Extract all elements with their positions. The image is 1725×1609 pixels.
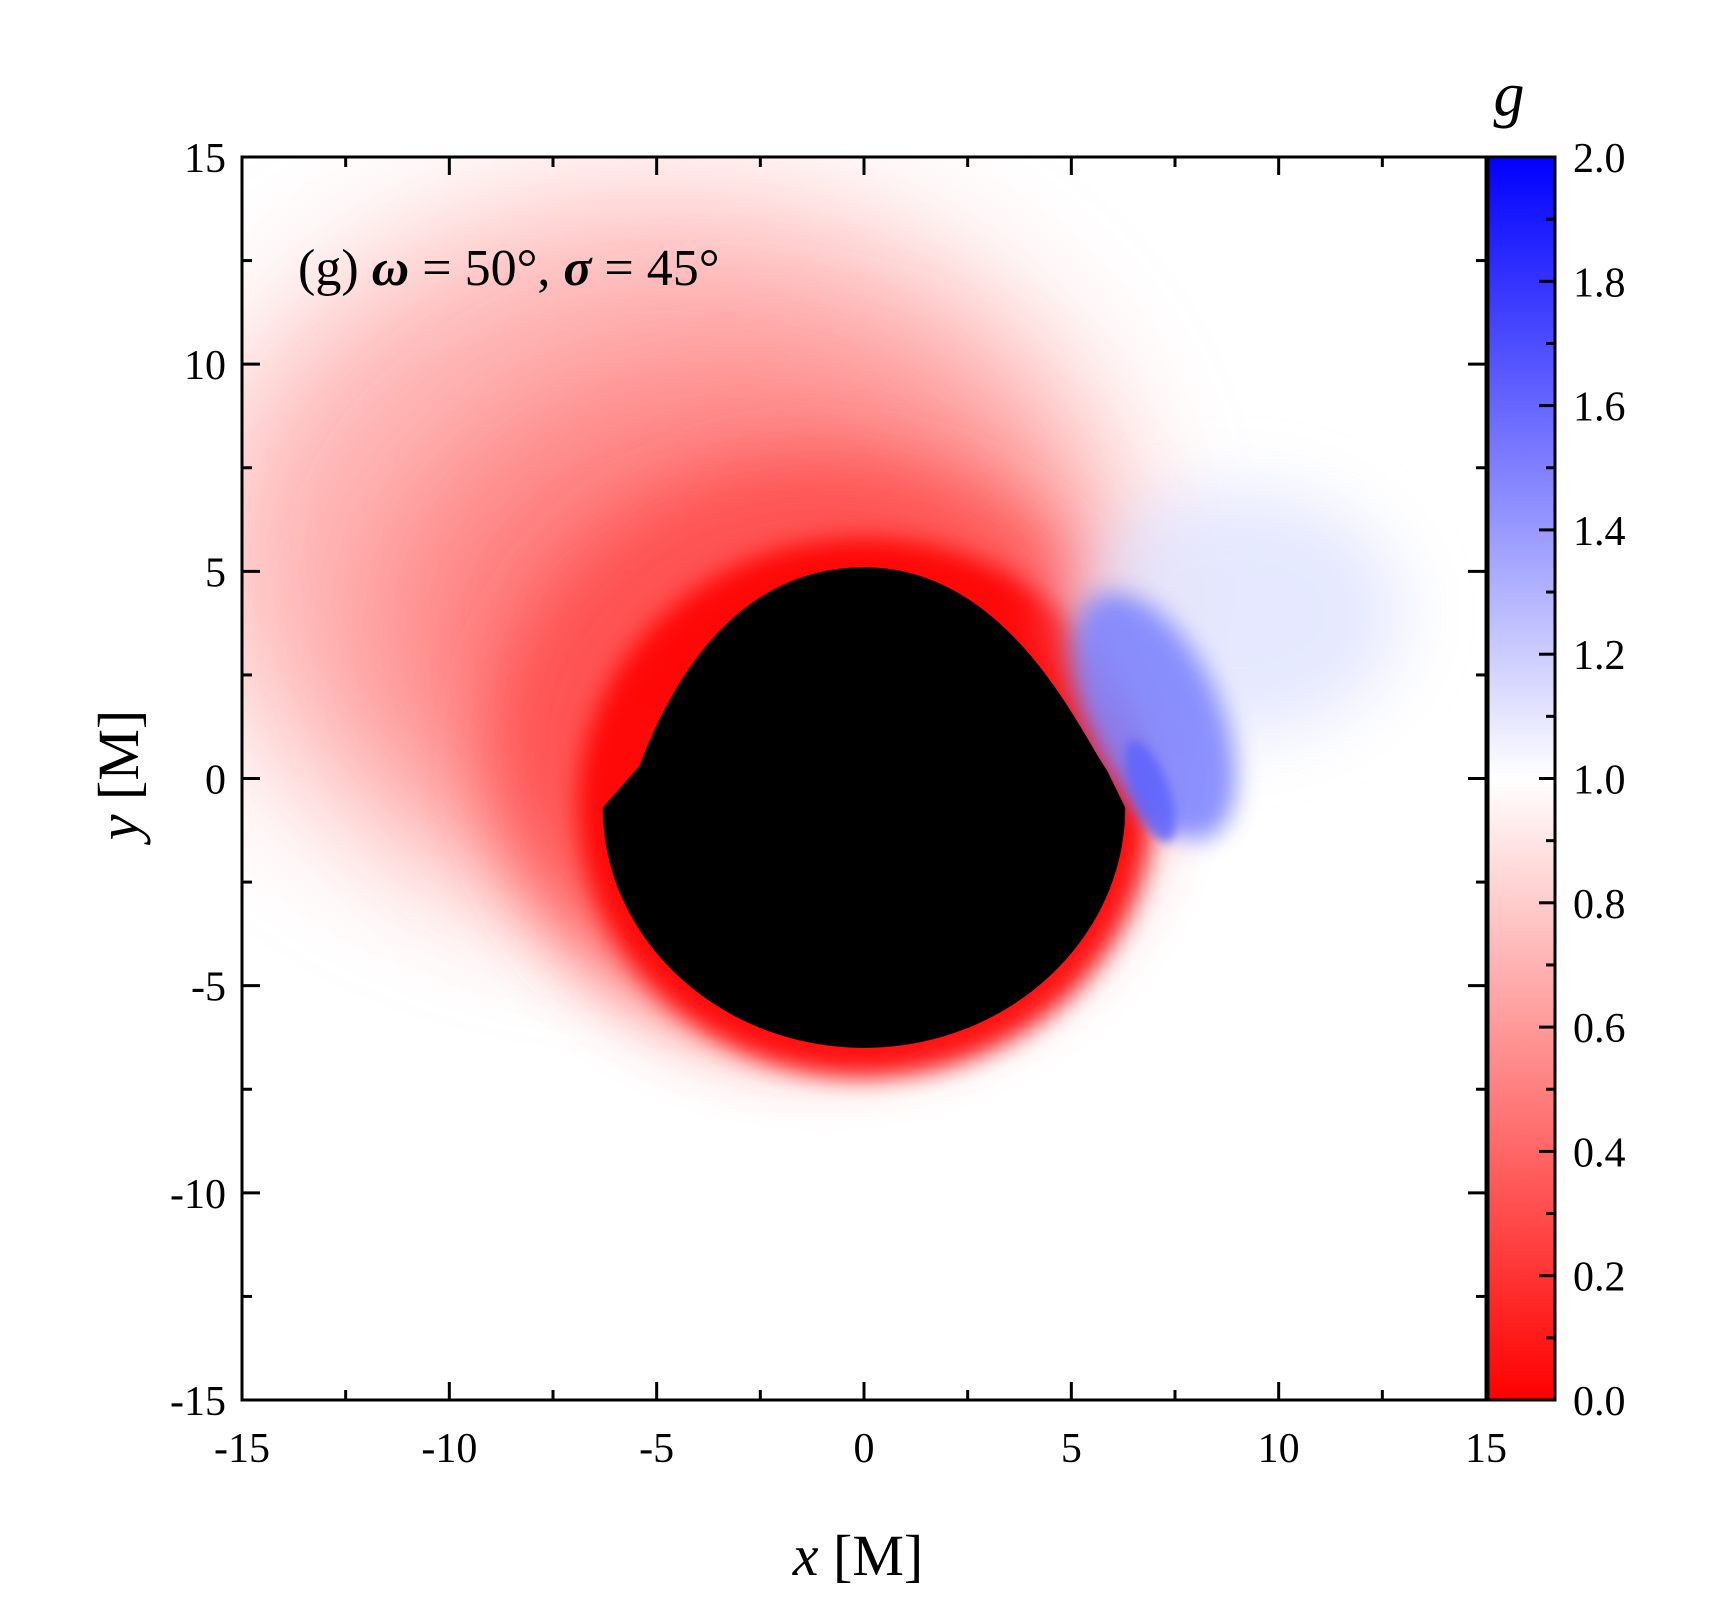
colorbar-tick-label: 0.4: [1573, 1130, 1626, 1176]
x-axis-title: x [M]: [792, 1523, 923, 1588]
colorbar-tick-label: 0.2: [1573, 1255, 1626, 1301]
x-tick-label: -15: [214, 1426, 270, 1472]
colorbar-tick-label: 1.6: [1573, 385, 1626, 431]
omega-value: = 50°,: [409, 240, 563, 297]
colorbar-tick-label: 1.4: [1573, 509, 1626, 555]
y-tick-label: -15: [170, 1379, 226, 1425]
colorbar-tick-label: 1.2: [1573, 633, 1626, 679]
y-axis-unit: [M]: [86, 710, 151, 815]
x-axis-symbol: x: [792, 1523, 819, 1588]
y-tick-label: 0: [205, 758, 226, 804]
y-tick-label: 10: [184, 343, 226, 389]
y-tick-label: -10: [170, 1172, 226, 1218]
colorbar-tick-label: 2.0: [1573, 136, 1626, 182]
blue-lobe-core: [1124, 739, 1176, 842]
omega-symbol: ω: [372, 240, 410, 297]
black-hole-shadow: [602, 567, 1126, 1048]
annotation-prefix: (g): [298, 240, 372, 297]
colorbar: 0.0 0.2 0.4 0.6 0.8 1.0 1.2 1.4 1.6 1.8 2.0 g: [1486, 61, 1626, 1425]
colorbar-tick-label: 0.6: [1573, 1006, 1626, 1052]
colorbar-tick-label: 0.8: [1573, 882, 1626, 928]
x-tick-label: 10: [1258, 1426, 1300, 1472]
y-tick-label: 5: [205, 550, 226, 596]
x-tick-label: 5: [1061, 1426, 1082, 1472]
blue-lobe: [1072, 592, 1237, 840]
x-tick-label: -5: [639, 1426, 674, 1472]
x-tick-label: 15: [1465, 1426, 1507, 1472]
colorbar-tick-label: 0.0: [1573, 1379, 1626, 1425]
x-tick-label: 0: [854, 1426, 875, 1472]
y-axis-ticks: -15 -10 -5 0 5 10 15: [170, 136, 1486, 1425]
y-axis-symbol: y: [86, 814, 151, 845]
x-axis-unit: [M]: [819, 1523, 924, 1588]
x-axis-ticks: -15 -10 -5 0 5 10 15: [214, 157, 1507, 1472]
y-tick-label: 15: [184, 136, 226, 182]
sigma-value: = 45°: [591, 240, 719, 297]
colorbar-ticks: 0.0 0.2 0.4 0.6 0.8 1.0 1.2 1.4 1.6 1.8 2.0: [1539, 136, 1626, 1425]
y-axis-title: y [M]: [86, 710, 151, 845]
panel-annotation: (g) ω = 50°, σ = 45°: [298, 240, 720, 297]
colorbar-tick-label: 1.0: [1573, 758, 1626, 804]
x-tick-label: -10: [421, 1426, 477, 1472]
y-tick-label: -5: [191, 965, 226, 1011]
colorbar-tick-label: 1.8: [1573, 260, 1626, 306]
colorbar-title: g: [1494, 61, 1525, 129]
sigma-symbol: σ: [563, 240, 593, 297]
